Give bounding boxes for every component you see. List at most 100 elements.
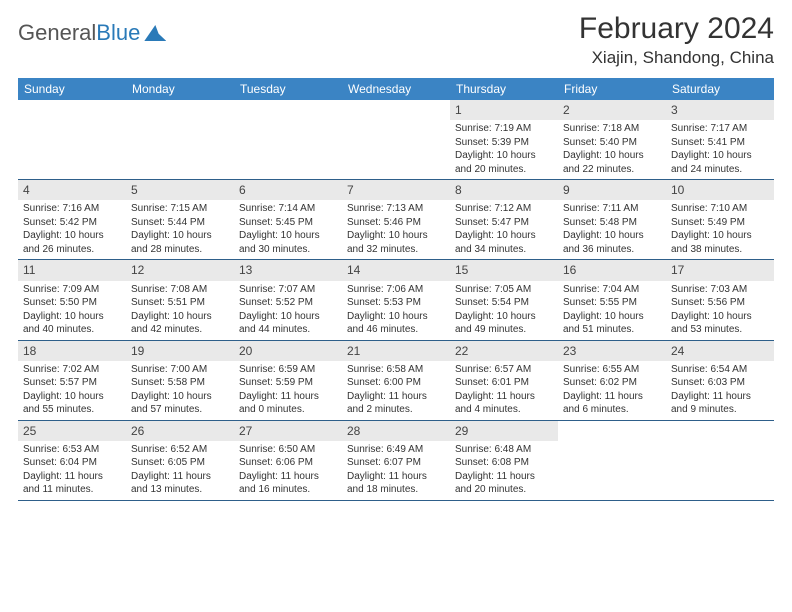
day-number: 14 bbox=[342, 260, 450, 280]
title-block: February 2024 Xiajin, Shandong, China bbox=[579, 12, 774, 68]
day-info: Sunrise: 7:14 AMSunset: 5:45 PMDaylight:… bbox=[234, 202, 342, 259]
brand-name-a: General bbox=[18, 20, 96, 45]
daylight-text: Daylight: 11 hours and 18 minutes. bbox=[347, 470, 445, 497]
weekday-label: Saturday bbox=[666, 78, 774, 100]
daylight-text: Daylight: 10 hours and 46 minutes. bbox=[347, 310, 445, 337]
day-number: 28 bbox=[342, 421, 450, 441]
day-number: 24 bbox=[666, 341, 774, 361]
sunrise-text: Sunrise: 7:13 AM bbox=[347, 202, 445, 216]
day-number: 23 bbox=[558, 341, 666, 361]
sunrise-text: Sunrise: 6:53 AM bbox=[23, 443, 121, 457]
day-cell: 17Sunrise: 7:03 AMSunset: 5:56 PMDayligh… bbox=[666, 260, 774, 339]
daylight-text: Daylight: 10 hours and 34 minutes. bbox=[455, 229, 553, 256]
day-info: Sunrise: 6:54 AMSunset: 6:03 PMDaylight:… bbox=[666, 363, 774, 420]
sunrise-text: Sunrise: 6:58 AM bbox=[347, 363, 445, 377]
sunset-text: Sunset: 5:52 PM bbox=[239, 296, 337, 310]
day-cell: 3Sunrise: 7:17 AMSunset: 5:41 PMDaylight… bbox=[666, 100, 774, 179]
sunset-text: Sunset: 6:04 PM bbox=[23, 456, 121, 470]
weekday-header: Sunday Monday Tuesday Wednesday Thursday… bbox=[18, 78, 774, 100]
day-number: 18 bbox=[18, 341, 126, 361]
month-title: February 2024 bbox=[579, 12, 774, 46]
day-number: 2 bbox=[558, 100, 666, 120]
day-cell: 27Sunrise: 6:50 AMSunset: 6:06 PMDayligh… bbox=[234, 421, 342, 500]
sunrise-text: Sunrise: 6:54 AM bbox=[671, 363, 769, 377]
day-info: Sunrise: 7:18 AMSunset: 5:40 PMDaylight:… bbox=[558, 122, 666, 179]
sunset-text: Sunset: 5:56 PM bbox=[671, 296, 769, 310]
location: Xiajin, Shandong, China bbox=[579, 48, 774, 68]
sunset-text: Sunset: 6:06 PM bbox=[239, 456, 337, 470]
daylight-text: Daylight: 10 hours and 20 minutes. bbox=[455, 149, 553, 176]
day-cell: 18Sunrise: 7:02 AMSunset: 5:57 PMDayligh… bbox=[18, 341, 126, 420]
daylight-text: Daylight: 11 hours and 20 minutes. bbox=[455, 470, 553, 497]
sunset-text: Sunset: 5:48 PM bbox=[563, 216, 661, 230]
sunrise-text: Sunrise: 7:08 AM bbox=[131, 283, 229, 297]
weekday-label: Friday bbox=[558, 78, 666, 100]
day-cell: 12Sunrise: 7:08 AMSunset: 5:51 PMDayligh… bbox=[126, 260, 234, 339]
day-info: Sunrise: 6:50 AMSunset: 6:06 PMDaylight:… bbox=[234, 443, 342, 500]
daylight-text: Daylight: 11 hours and 6 minutes. bbox=[563, 390, 661, 417]
day-info: Sunrise: 6:52 AMSunset: 6:05 PMDaylight:… bbox=[126, 443, 234, 500]
sunrise-text: Sunrise: 7:03 AM bbox=[671, 283, 769, 297]
sunrise-text: Sunrise: 7:14 AM bbox=[239, 202, 337, 216]
day-cell: 13 Sunrise: 7:07 AMSunset: 5:52 PMDayligh… bbox=[234, 260, 342, 339]
calendar: Sunday Monday Tuesday Wednesday Thursday… bbox=[18, 78, 774, 501]
sunset-text: Sunset: 5:47 PM bbox=[455, 216, 553, 230]
day-info: Sunrise: 7:05 AMSunset: 5:54 PMDaylight:… bbox=[450, 283, 558, 340]
day-number: 22 bbox=[450, 341, 558, 361]
daylight-text: Daylight: 10 hours and 55 minutes. bbox=[23, 390, 121, 417]
day-number: 19 bbox=[126, 341, 234, 361]
header: GeneralBlue February 2024 Xiajin, Shando… bbox=[18, 12, 774, 68]
day-number: 17 bbox=[666, 260, 774, 280]
week-row: 25 Sunrise: 6:53 AMSunset: 6:04 PM Dayligh… bbox=[18, 421, 774, 501]
sunset-text: Sunset: 5:50 PM bbox=[23, 296, 121, 310]
week-row: 4Sunrise: 7:16 AMSunset: 5:42 PMDaylight… bbox=[18, 180, 774, 260]
daylight-text: Daylight: 10 hours and 42 minutes. bbox=[131, 310, 229, 337]
sunrise-text: Sunrise: 6:57 AM bbox=[455, 363, 553, 377]
sunset-text: Sunset: 6:02 PM bbox=[563, 376, 661, 390]
day-number: 1 bbox=[450, 100, 558, 120]
sunrise-text: Sunrise: 7:12 AM bbox=[455, 202, 553, 216]
week-row: 11Sunrise: 7:09 AMSunset: 5:50 PMDayligh… bbox=[18, 260, 774, 340]
sunrise-text: Sunrise: 7:07 AM bbox=[239, 283, 337, 297]
sunset-text: Sunset: 5:40 PM bbox=[563, 136, 661, 150]
sunrise-text: Sunrise: 7:18 AM bbox=[563, 122, 661, 136]
day-cell: 2Sunrise: 7:18 AMSunset: 5:40 PMDaylight… bbox=[558, 100, 666, 179]
day-info: Sunrise: 7:08 AMSunset: 5:51 PMDaylight:… bbox=[126, 283, 234, 340]
sunrise-text: Sunrise: 7:17 AM bbox=[671, 122, 769, 136]
day-number: 13 bbox=[234, 260, 342, 280]
day-cell: 1Sunrise: 7:19 AMSunset: 5:39 PMDaylight… bbox=[450, 100, 558, 179]
day-cell: 9Sunrise: 7:11 AMSunset: 5:48 PMDaylight… bbox=[558, 180, 666, 259]
day-number: 25 bbox=[18, 421, 126, 441]
day-number: 6 bbox=[234, 180, 342, 200]
daylight-text: Daylight: 10 hours and 40 minutes. bbox=[23, 310, 121, 337]
sunset-text: Sunset: 6:05 PM bbox=[131, 456, 229, 470]
day-number: 10 bbox=[666, 180, 774, 200]
day-number: 7 bbox=[342, 180, 450, 200]
sunset-text: Sunset: 5:55 PM bbox=[563, 296, 661, 310]
sunrise-text: Sunrise: 7:19 AM bbox=[455, 122, 553, 136]
sunset-text: Sunset: 6:07 PM bbox=[347, 456, 445, 470]
day-cell: 29Sunrise: 6:48 AMSunset: 6:08 PMDayligh… bbox=[450, 421, 558, 500]
day-cell: 21Sunrise: 6:58 AMSunset: 6:00 PMDayligh… bbox=[342, 341, 450, 420]
daylight-text: Daylight: 11 hours and 0 minutes. bbox=[239, 390, 337, 417]
day-cell: 15Sunrise: 7:05 AMSunset: 5:54 PMDayligh… bbox=[450, 260, 558, 339]
day-number: 3 bbox=[666, 100, 774, 120]
sunrise-text: Sunrise: 6:59 AM bbox=[239, 363, 337, 377]
day-number: 11 bbox=[18, 260, 126, 280]
day-cell: 22Sunrise: 6:57 AMSunset: 6:01 PMDayligh… bbox=[450, 341, 558, 420]
daylight-text: Daylight: 11 hours and 9 minutes. bbox=[671, 390, 769, 417]
sunset-text: Sunset: 6:08 PM bbox=[455, 456, 553, 470]
day-cell: 25Sunrise: 6:53 AMSunset: 6:04 PMDayligh… bbox=[18, 421, 126, 500]
sunset-text: Sunset: 5:58 PM bbox=[131, 376, 229, 390]
sunset-text: Sunset: 5:51 PM bbox=[131, 296, 229, 310]
day-cell: 19Sunrise: 7:00 AMSunset: 5:58 PMDayligh… bbox=[126, 341, 234, 420]
day-info: Sunrise: 7:07 AMSunset: 5:52 PMDaylight:… bbox=[234, 283, 342, 340]
day-cell: 14Sunrise: 7:06 AMSunset: 5:53 PMDayligh… bbox=[342, 260, 450, 339]
day-cell: 28Sunrise: 6:49 AMSunset: 6:07 PMDayligh… bbox=[342, 421, 450, 500]
day-cell: 11Sunrise: 7:09 AMSunset: 5:50 PMDayligh… bbox=[18, 260, 126, 339]
day-cell: 16Sunrise: 7:04 AMSunset: 5:55 PMDayligh… bbox=[558, 260, 666, 339]
sunset-text: Sunset: 5:42 PM bbox=[23, 216, 121, 230]
daylight-text: Daylight: 10 hours and 36 minutes. bbox=[563, 229, 661, 256]
day-cell: . bbox=[666, 421, 774, 500]
day-info: Sunrise: 7:12 AMSunset: 5:47 PMDaylight:… bbox=[450, 202, 558, 259]
